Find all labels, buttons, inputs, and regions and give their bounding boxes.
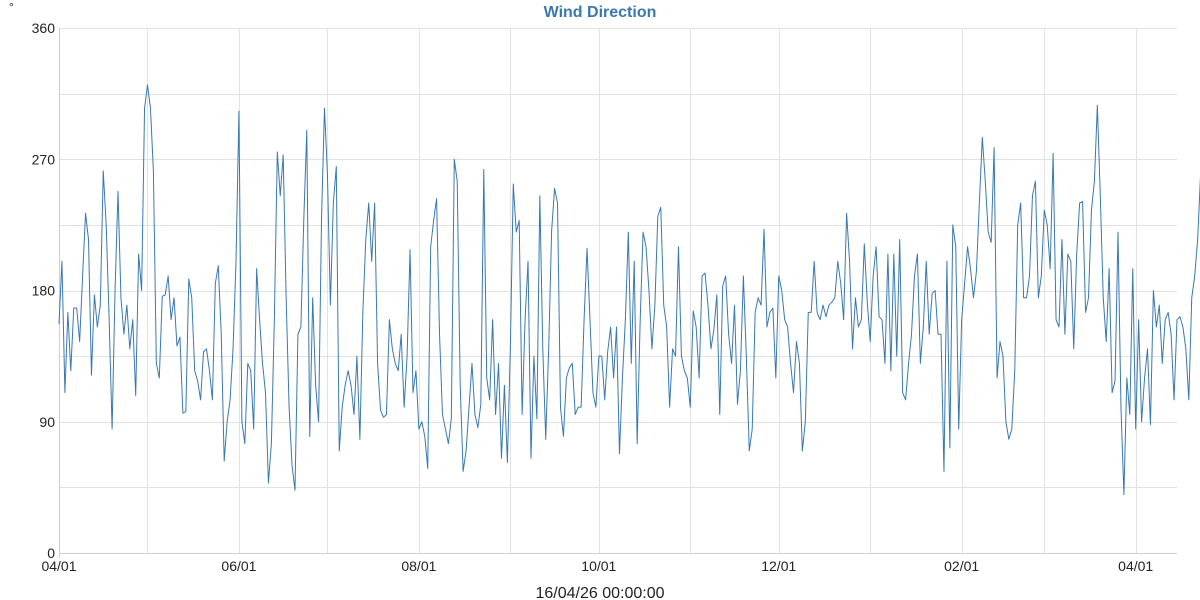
x-axis-label: 16/04/26 00:00:00 [535, 585, 664, 600]
x-tick-label: 06/01 [221, 558, 256, 574]
x-tick-label: 10/01 [581, 558, 616, 574]
wind-direction-series-line [58, 84, 1200, 496]
axes [59, 28, 1177, 558]
y-tick-label: 360 [32, 20, 56, 36]
x-tick-label: 04/01 [41, 558, 76, 574]
grid [59, 28, 1177, 554]
y-tick-label: 270 [32, 151, 56, 167]
y-axis-unit: ° [9, 0, 14, 14]
x-tick-label: 04/01 [1118, 558, 1153, 574]
x-tick-labels: 04/01 06/01 08/01 10/01 12/01 02/01 04/01 [41, 558, 1153, 574]
y-tick-labels: 0 90 180 270 360 [32, 20, 56, 561]
y-tick-label: 90 [39, 414, 55, 430]
y-tick-label: 0 [47, 545, 55, 561]
x-tick-label: 12/01 [761, 558, 796, 574]
x-tick-label: 08/01 [401, 558, 436, 574]
chart-title: Wind Direction [544, 4, 657, 21]
y-tick-label: 180 [32, 283, 56, 299]
x-tick-label: 02/01 [944, 558, 979, 574]
series-layer [58, 84, 1200, 496]
